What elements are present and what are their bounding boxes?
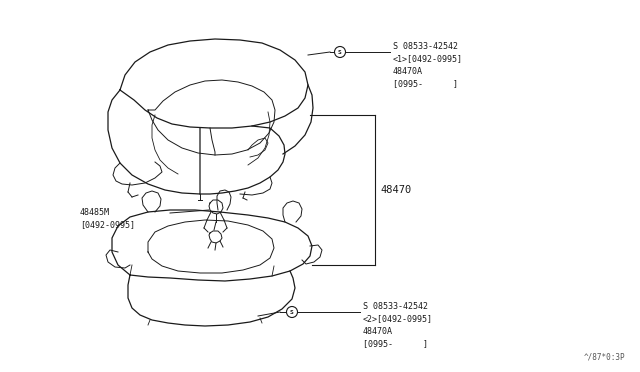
Text: S: S [338,49,342,55]
Text: S 08533-42542
<1>[0492-0995]
48470A
[0995-      ]: S 08533-42542 <1>[0492-0995] 48470A [099… [393,42,463,89]
Text: 48485M
[0492-0995]: 48485M [0492-0995] [80,208,135,230]
Text: ^/87*0:3P: ^/87*0:3P [584,353,625,362]
Text: S 08533-42542
<2>[0492-0995]
48470A
[0995-      ]: S 08533-42542 <2>[0492-0995] 48470A [099… [363,302,433,349]
Text: S: S [290,310,294,314]
Text: 48470: 48470 [380,185,412,195]
